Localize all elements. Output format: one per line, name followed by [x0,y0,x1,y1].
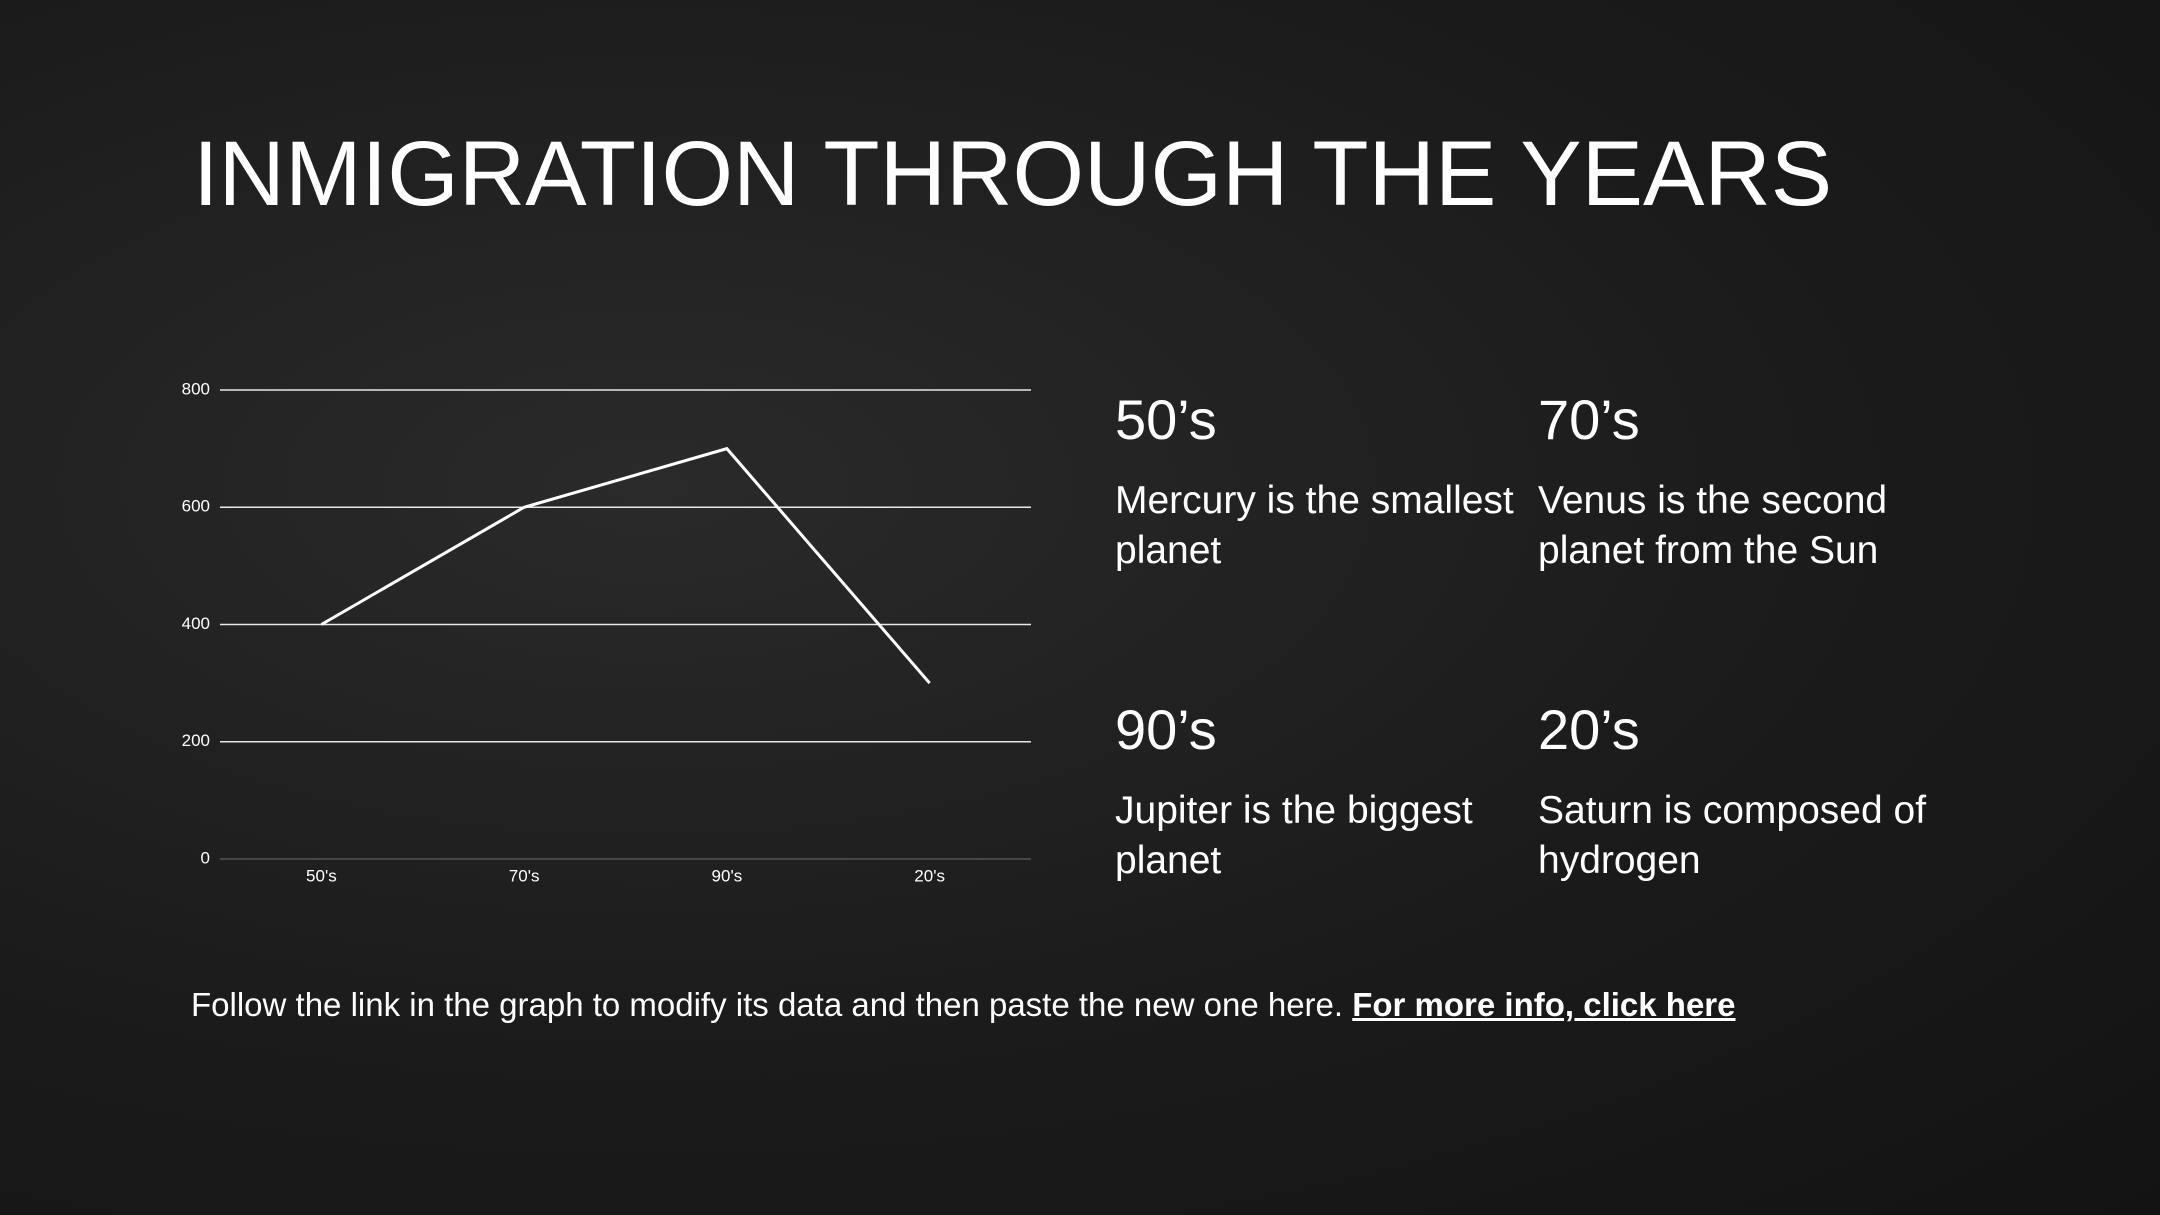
y-tick-label: 400 [182,614,210,633]
chart: 0 200 400 600 800 50's 70's 90's 20's [182,379,1031,885]
item: 90’s Jupiter is the biggest planet [1115,702,1535,886]
item-text: Jupiter is the biggest planet [1115,789,1473,882]
item-text: Venus is the second planet from the Sun [1538,479,1888,572]
item: 70’s Venus is the second planet from the… [1538,392,1958,576]
item-heading: 90’s [1115,698,1217,761]
item-heading: 70’s [1538,388,1640,451]
slide-title: INMIGRATION THROUGH THE YEARS [193,123,1833,225]
y-tick-label: 600 [182,497,210,516]
item-text: Mercury is the smallest planet [1115,479,1514,572]
x-tick-label: 50's [306,866,337,885]
x-tick-label: 90's [712,866,743,885]
item: 50’s Mercury is the smallest planet [1115,392,1535,576]
y-tick-label: 200 [182,731,210,750]
item-heading: 50’s [1115,388,1217,451]
footer-text: Follow the link in the graph to modify i… [191,986,1344,1023]
item-heading: 20’s [1538,698,1640,761]
item-text: Saturn is composed of hydrogen [1538,789,1927,882]
y-tick-label: 0 [201,848,210,867]
info-link[interactable]: For more info, click here [1352,986,1736,1023]
y-tick-label: 800 [182,379,210,398]
item: 20’s Saturn is composed of hydrogen [1538,702,1958,886]
x-tick-label: 20's [914,866,945,885]
x-tick-label: 70's [509,866,540,885]
footer: Follow the link in the graph to modify i… [191,986,1736,1024]
data-line [320,446,931,685]
